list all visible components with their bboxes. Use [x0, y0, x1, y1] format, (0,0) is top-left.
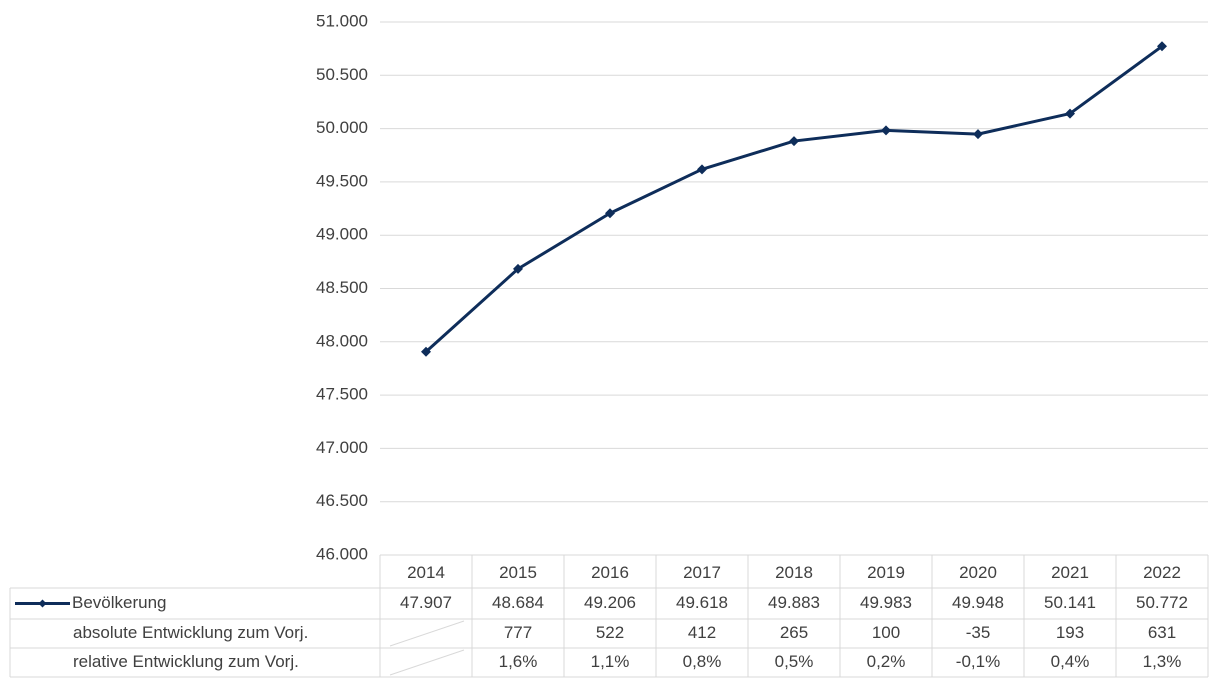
y-tick-label: 46.000 — [316, 544, 368, 563]
y-tick-label: 47.000 — [316, 438, 368, 457]
x-tick-label: 2022 — [1143, 563, 1181, 582]
y-tick-label: 48.000 — [316, 331, 368, 350]
table-value: 0,2% — [867, 652, 906, 671]
table-value: 49.618 — [676, 593, 728, 612]
data-point — [513, 263, 523, 274]
table-value: 522 — [596, 623, 624, 642]
table-value: 49.883 — [768, 593, 820, 612]
table-value: -35 — [966, 623, 991, 642]
y-tick-label: 51.000 — [316, 11, 368, 30]
table-value: 0,4% — [1051, 652, 1090, 671]
x-tick-label: 2019 — [867, 563, 905, 582]
data-point — [973, 129, 983, 140]
data-point — [697, 164, 707, 175]
table-value: -0,1% — [956, 652, 1000, 671]
table-value: 1,6% — [499, 652, 538, 671]
table-value: 47.907 — [400, 593, 452, 612]
row-label: relative Entwicklung zum Vorj. — [73, 652, 299, 671]
series-line — [424, 45, 1163, 353]
table-value: 631 — [1148, 623, 1176, 642]
x-tick-label: 2016 — [591, 563, 629, 582]
table-value: 50.772 — [1136, 593, 1188, 612]
x-tick-label: 2018 — [775, 563, 813, 582]
y-tick-label: 47.500 — [316, 385, 368, 404]
y-tick-label: 46.500 — [316, 491, 368, 510]
table-value: 100 — [872, 623, 900, 642]
y-tick-label: 49.500 — [316, 171, 368, 190]
y-tick-label: 50.500 — [316, 65, 368, 84]
x-tick-label: 2014 — [407, 563, 445, 582]
table-value: 265 — [780, 623, 808, 642]
table-value: 49.983 — [860, 593, 912, 612]
data-point — [1065, 108, 1075, 119]
row-label: absolute Entwicklung zum Vorj. — [73, 623, 308, 642]
y-tick-label: 49.000 — [316, 225, 368, 244]
data-point — [605, 208, 615, 219]
x-tick-label: 2015 — [499, 563, 537, 582]
table-value: 193 — [1056, 623, 1084, 642]
table-value: 1,1% — [591, 652, 630, 671]
x-tick-label: 2017 — [683, 563, 721, 582]
table-value: 0,5% — [775, 652, 814, 671]
table-value: 412 — [688, 623, 716, 642]
table-value: 0,8% — [683, 652, 722, 671]
y-tick-label: 48.500 — [316, 278, 368, 297]
empty-cell-diagonal — [389, 649, 465, 676]
data-point — [1157, 41, 1167, 52]
x-tick-label: 2021 — [1051, 563, 1089, 582]
legend-marker — [38, 599, 47, 608]
y-tick-label: 50.000 — [316, 118, 368, 137]
table-value: 50.141 — [1044, 593, 1096, 612]
x-tick-label: 2020 — [959, 563, 997, 582]
data-point — [881, 125, 891, 136]
legend-label: Bevölkerung — [72, 593, 167, 612]
table-value: 777 — [504, 623, 532, 642]
table-value: 1,3% — [1143, 652, 1182, 671]
empty-cell-diagonal — [389, 620, 465, 647]
table-value: 48.684 — [492, 593, 544, 612]
table-value: 49.206 — [584, 593, 636, 612]
table-value: 49.948 — [952, 593, 1004, 612]
data-point — [421, 346, 431, 357]
data-point — [789, 136, 799, 147]
